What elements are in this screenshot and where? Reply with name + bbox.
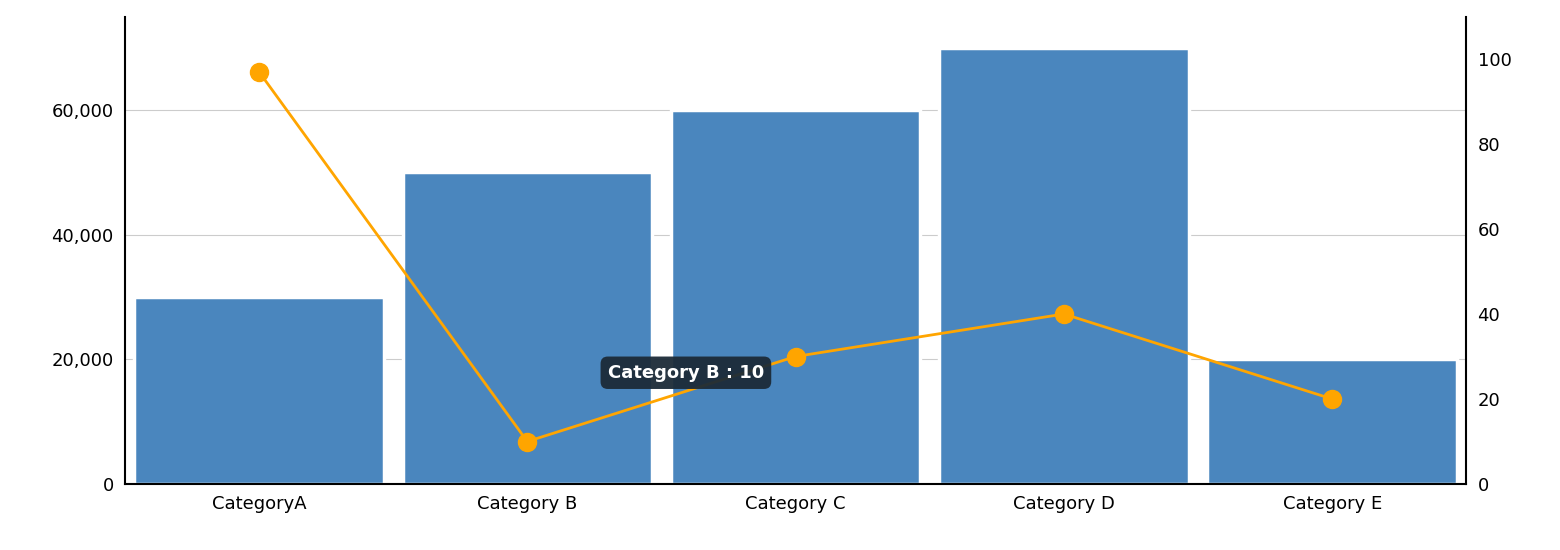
Bar xyxy=(671,110,920,484)
Bar xyxy=(134,297,384,484)
Bar xyxy=(939,48,1189,484)
Bar xyxy=(1207,359,1457,484)
Text: Category B : 10: Category B : 10 xyxy=(530,364,764,441)
Bar xyxy=(402,172,652,484)
